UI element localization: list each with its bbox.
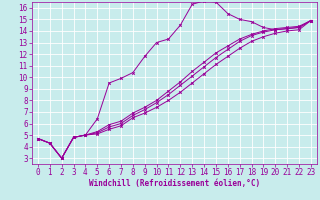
X-axis label: Windchill (Refroidissement éolien,°C): Windchill (Refroidissement éolien,°C) [89, 179, 260, 188]
